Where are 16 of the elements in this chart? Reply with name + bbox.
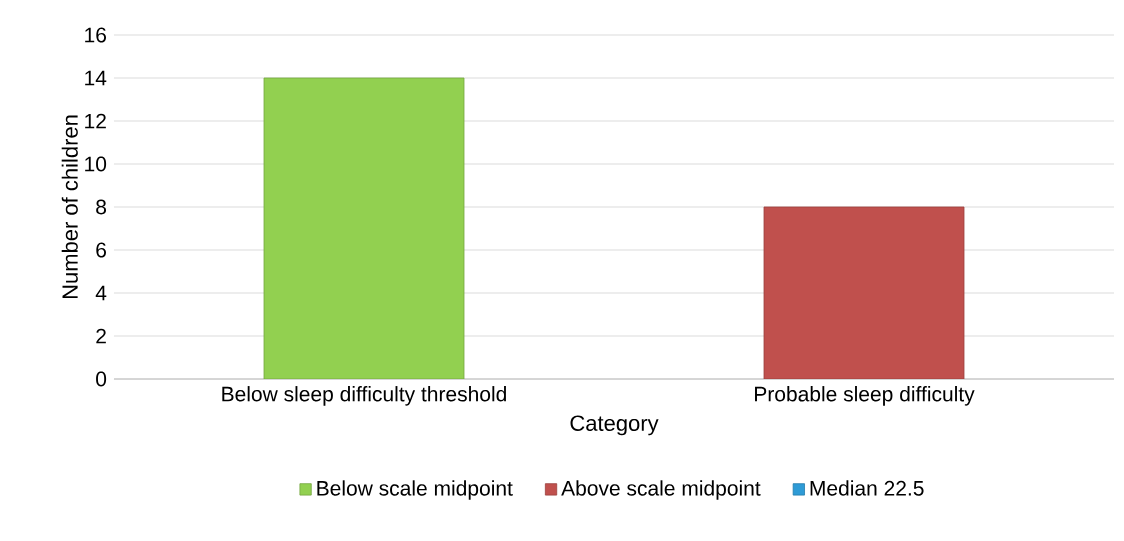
y-tick-label: 8 <box>96 199 107 215</box>
y-tick-label: 6 <box>96 242 107 258</box>
y-tick-label: 10 <box>85 156 107 172</box>
y-tick-label: 2 <box>96 328 106 344</box>
y-axis-title: Number of children <box>61 115 78 299</box>
y-tick-label: 16 <box>85 27 107 43</box>
x-tick-label: Below sleep difficulty threshold <box>222 386 506 406</box>
legend-label: Median 22.5 <box>810 480 924 496</box>
legend-label: Above scale midpoint <box>561 480 761 500</box>
y-tick-label: 0 <box>96 371 107 387</box>
x-axis-title: Category <box>570 415 659 436</box>
legend-label: Below scale midpoint <box>317 480 513 500</box>
y-tick-label: 12 <box>85 113 106 129</box>
y-tick-label: 14 <box>85 70 107 86</box>
x-tick-label: Probable sleep difficulty <box>755 386 975 406</box>
y-tick-label: 4 <box>95 285 107 301</box>
